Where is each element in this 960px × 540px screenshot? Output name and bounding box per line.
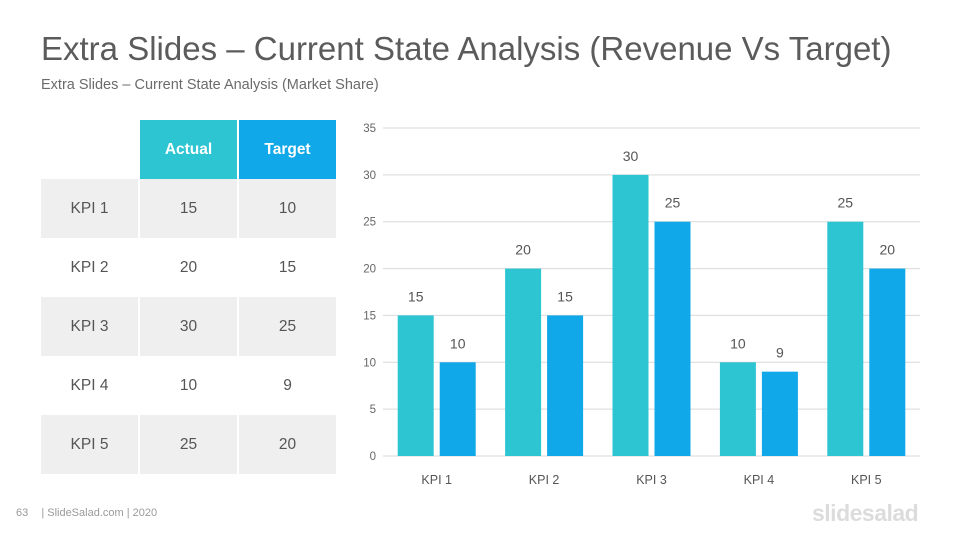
bar-target [761,371,798,456]
data-label: 10 [730,335,746,351]
bar-target [654,221,691,456]
footer-text: | SlideSalad.com | 2020 [41,507,158,519]
data-label: 15 [557,288,573,304]
y-tick-label: 35 [363,123,376,135]
y-tick-label: 25 [363,217,376,229]
table-header-target: Target [239,120,336,179]
x-tick-label: KPI 2 [529,473,560,487]
table-cell-target: 25 [239,297,336,356]
slidesalad-logo: slidesalad [812,500,919,526]
x-tick-label: KPI 3 [636,473,667,487]
y-tick-label: 10 [363,357,376,369]
bar-target [547,315,584,456]
x-tick-label: KPI 4 [744,473,775,487]
data-label: 30 [623,148,639,164]
data-label: 20 [880,242,896,258]
data-label: 20 [515,242,531,258]
data-label: 10 [450,335,466,351]
table-cell-actual: 15 [140,179,237,238]
bar-target [439,362,476,456]
table-header-empty [41,120,138,179]
y-tick-label: 20 [363,264,376,276]
bar-actual [397,315,434,456]
table-cell-target: 15 [278,258,297,276]
bar-target [869,268,906,456]
table-cell-target: 20 [239,415,336,474]
data-label: 25 [665,195,681,211]
table-cell-actual: 30 [140,297,237,356]
table-cell-actual: 20 [179,258,198,276]
y-tick-label: 15 [363,310,376,322]
footer: 63 | SlideSalad.com | 2020 [16,507,157,519]
table-cell-kpi: KPI 5 [41,415,138,474]
table-cell-target: 9 [283,376,292,394]
page-number: 63 [16,507,29,519]
data-label: 25 [838,195,854,211]
y-tick-label: 5 [370,404,376,416]
table-cell-kpi: KPI 1 [41,179,138,238]
slide-subtitle: Extra Slides – Current State Analysis (M… [41,77,379,93]
bar-actual [505,268,542,456]
x-tick-label: KPI 5 [851,473,882,487]
y-tick-label: 30 [363,170,376,182]
table-cell-kpi: KPI 4 [70,376,109,394]
bar-actual [827,221,864,456]
table-cell-actual: 10 [179,376,198,394]
slide-title: Extra Slides – Current State Analysis (R… [41,30,892,67]
x-tick-label: KPI 1 [421,473,452,487]
bar-actual [612,174,649,456]
bar-chart: 0 5 10 15 20 25 30 35 15 10 KPI 1 20 15 KPI 2 30 25 KPI … [363,123,920,487]
table-cell-kpi: KPI 3 [41,297,138,356]
table-header-actual: Actual [140,120,237,179]
bar-actual [719,362,756,456]
table-cell-target: 10 [239,179,336,238]
y-tick-label: 0 [370,451,376,463]
data-label: 9 [776,345,784,361]
table-cell-actual: 25 [140,415,237,474]
data-label: 15 [408,288,424,304]
kpi-table: Actual Target KPI 1 15 10 KPI 2 20 15 KP… [41,120,336,474]
table-cell-kpi: KPI 2 [70,258,109,276]
